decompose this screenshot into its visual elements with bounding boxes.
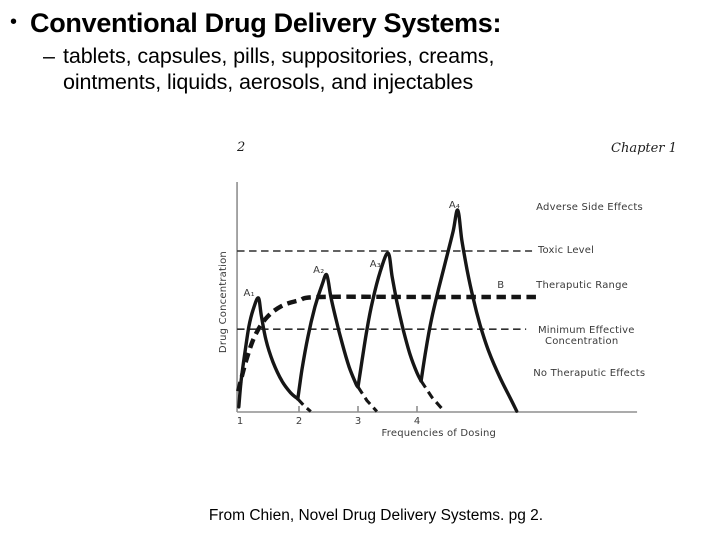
x-tick-label: 4 — [414, 416, 420, 427]
dose-curve — [296, 272, 360, 401]
y-axis-title: Drug Concentration — [218, 251, 229, 353]
release-curve — [236, 294, 537, 392]
chart-annotation: Toxic Level — [537, 245, 594, 256]
dash-bullet-icon: – — [43, 44, 55, 68]
chart-axes — [236, 182, 638, 413]
x-tick-label: 1 — [237, 416, 243, 427]
chart-annotation: Adverse Side Effects — [536, 202, 643, 213]
dose-curve — [237, 296, 300, 409]
x-tick-label: 2 — [296, 416, 302, 427]
dose-curve — [419, 208, 519, 413]
dose-curve-tail — [419, 380, 445, 411]
sub-bullet: – tablets, capsules, pills, suppositorie… — [43, 44, 494, 95]
chart-annotation: Theraputic Range — [535, 280, 628, 291]
title-row: • Conventional Drug Delivery Systems: — [10, 7, 501, 39]
chart-annotation: A₂ — [313, 265, 324, 276]
chart-annotation: Concentration — [545, 336, 618, 347]
figure-caption: From Chien, Novel Drug Delivery Systems.… — [208, 507, 544, 524]
bullet-item-text: tablets, capsules, pills, suppositories,… — [63, 44, 494, 95]
figure-chapter-header: Chapter 1 — [611, 141, 677, 156]
dose-curve-tail — [356, 386, 379, 413]
chart-annotation: No Theraputic Effects — [533, 368, 645, 379]
dose-curve — [356, 251, 423, 389]
bullet-icon: • — [10, 11, 18, 33]
bullet-line-2: ointments, liquids, aerosols, and inject… — [62, 69, 474, 94]
slide-title: Conventional Drug Delivery Systems: — [30, 8, 502, 38]
x-axis-title: Frequencies of Dosing — [382, 428, 497, 439]
bullet-line-1: tablets, capsules, pills, suppositories,… — [62, 44, 495, 68]
chart-annotation: A₃ — [370, 259, 381, 270]
x-tick-label: 3 — [355, 416, 361, 427]
chart-annotation: B — [497, 280, 504, 291]
chart-annotation: A₄ — [449, 200, 460, 211]
chart-annotation: Minimum Effective — [538, 325, 635, 336]
chart-annotation: A₁ — [244, 288, 255, 299]
figure-page-number: 2 — [237, 140, 246, 155]
dose-curve-tail — [296, 397, 312, 413]
